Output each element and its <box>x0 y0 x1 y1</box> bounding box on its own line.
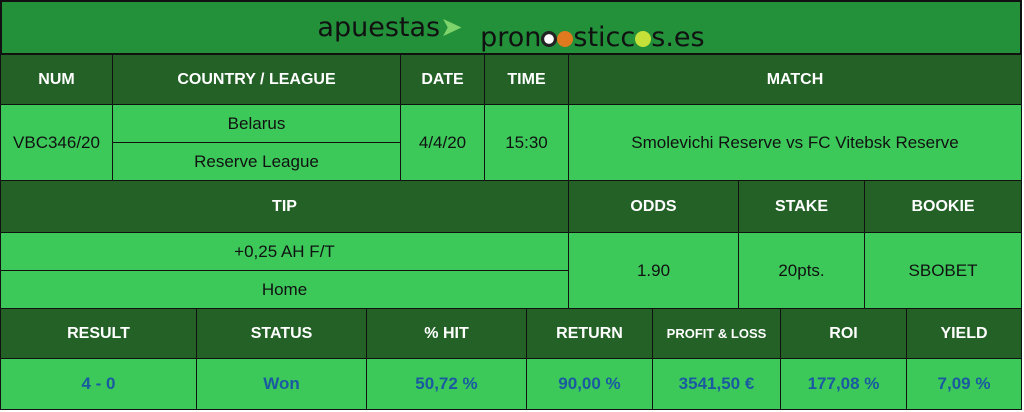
header-roi: ROI <box>780 308 907 359</box>
header-hit: % HIT <box>366 308 527 359</box>
basketball-icon <box>557 30 574 47</box>
date-cell: 4/4/20 <box>400 104 485 181</box>
num-cell: VBC346/20 <box>0 104 113 181</box>
odds-cell: 1.90 <box>568 232 739 309</box>
bookie-cell: SBOBET <box>864 232 1022 309</box>
header-result: RESULT <box>0 308 197 359</box>
tip-cell: +0,25 AH F/T <box>0 232 569 271</box>
header-tip: TIP <box>0 180 569 233</box>
logo-text: stic <box>573 22 621 53</box>
roi-cell: 177,08 % <box>780 358 907 410</box>
header-bookie: BOOKIE <box>864 180 1022 233</box>
country-cell: Belarus <box>112 104 401 143</box>
return-cell: 90,00 % <box>526 358 653 410</box>
logo-text: s.es <box>651 22 705 53</box>
logo-banner: apuestas➤ pron sticc s.es <box>0 0 1022 55</box>
header-country: COUNTRY / LEAGUE <box>112 54 401 105</box>
header-yield: YIELD <box>906 308 1022 359</box>
league-cell: Reserve League <box>112 142 401 181</box>
header-match: MATCH <box>568 54 1022 105</box>
match-cell: Smolevichi Reserve vs FC Vitebsk Reserve <box>568 104 1022 181</box>
pick-cell: Home <box>0 270 569 309</box>
header-num: NUM <box>0 54 113 105</box>
arrow-icon: ➤ <box>440 12 463 43</box>
result-cell: 4 - 0 <box>0 358 197 410</box>
soccer-ball-icon <box>541 30 558 47</box>
stake-cell: 20pts. <box>738 232 865 309</box>
header-status: STATUS <box>196 308 367 359</box>
header-date: DATE <box>400 54 485 105</box>
header-odds: ODDS <box>568 180 739 233</box>
yield-cell: 7,09 % <box>906 358 1022 410</box>
profit-loss-cell: 3541,50 € <box>652 358 781 410</box>
header-stake: STAKE <box>738 180 865 233</box>
status-cell: Won <box>196 358 367 410</box>
header-profit-loss: PROFIT & LOSS <box>652 308 781 359</box>
logo-text: pron <box>480 22 542 53</box>
site-logo: apuestas➤ pron sticc s.es <box>317 12 705 53</box>
time-cell: 15:30 <box>484 104 569 181</box>
hit-cell: 50,72 % <box>366 358 527 410</box>
logo-text: apuestas <box>317 12 441 43</box>
header-time: TIME <box>484 54 569 105</box>
tennis-ball-icon <box>635 30 652 47</box>
header-return: RETURN <box>526 308 653 359</box>
